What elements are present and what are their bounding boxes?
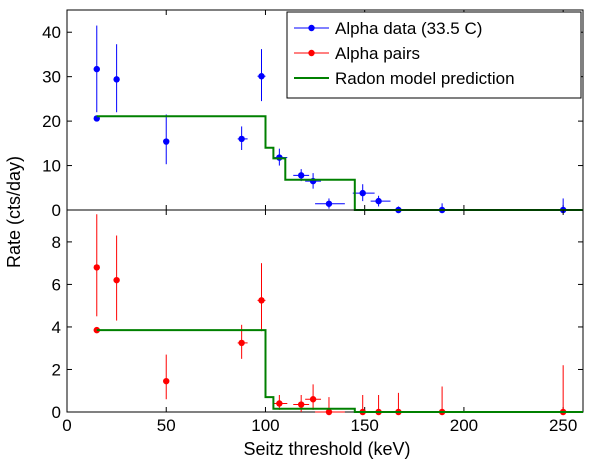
bottom-y-tick-label: 8 — [52, 233, 61, 252]
bottom-data-point — [309, 396, 317, 403]
bottom-x-tick-label: 250 — [549, 416, 577, 435]
legend-box — [286, 11, 582, 99]
top-y-tick-label: 0 — [52, 201, 61, 220]
bottom-model-step-line — [96, 329, 583, 413]
bottom-data-point — [325, 408, 333, 416]
top-data-point — [258, 73, 265, 80]
top-data-point — [375, 197, 382, 205]
bottom-data-point — [276, 400, 283, 407]
bottom-data-point — [297, 401, 305, 408]
top-data-point — [163, 138, 170, 145]
legend-entry-radon-model-label: Radon model prediction — [335, 69, 515, 88]
top-y-tick-label: 40 — [42, 23, 61, 42]
bottom-data-point — [238, 339, 245, 347]
bottom-data-point — [93, 326, 100, 334]
top-data-point — [238, 135, 245, 143]
bottom-data-point — [258, 297, 265, 304]
bottom-data-point — [113, 276, 120, 284]
bottom-data-point — [163, 377, 170, 385]
top-data-point — [93, 65, 100, 73]
legend-entry-alpha-data-marker — [308, 24, 315, 32]
bottom-y-tick-label: 4 — [52, 318, 61, 337]
bottom-data-point — [93, 264, 100, 271]
top-data-point — [325, 200, 333, 207]
top-y-tick-label: 20 — [42, 112, 61, 131]
bottom-y-tick-label: 0 — [52, 403, 61, 422]
legend-entry-alpha-pairs-label: Alpha pairs — [335, 44, 420, 63]
top-data-point — [297, 172, 305, 179]
bottom-x-tick-label: 150 — [351, 416, 379, 435]
bottom-y-tick-label: 6 — [52, 275, 61, 294]
x-axis-label: Seitz threshold (keV) — [243, 439, 410, 459]
bottom-x-tick-label: 0 — [62, 416, 71, 435]
bottom-y-tick-label: 2 — [52, 360, 61, 379]
bottom-axes-frame — [66, 209, 584, 413]
legend-entry-alpha-pairs-marker — [308, 49, 315, 57]
legend-entry-alpha-data-label: Alpha data (33.5 C) — [335, 19, 482, 38]
bottom-x-tick-label: 200 — [450, 416, 478, 435]
top-data-point — [113, 76, 120, 83]
top-y-tick-label: 30 — [42, 68, 61, 87]
bottom-x-tick-label: 100 — [251, 416, 279, 435]
top-data-point — [359, 189, 366, 197]
y-axis-label: Rate (cts/day) — [4, 156, 24, 268]
top-model-step-line — [96, 115, 583, 211]
bottom-x-tick-label: 50 — [157, 416, 176, 435]
top-panel: 0 10 20 30 40 — [42, 9, 584, 220]
top-y-tick-label: 10 — [42, 157, 61, 176]
bottom-panel: 0 2 4 6 8 0 50 100 150 200 250 — [52, 209, 584, 435]
legend: Alpha data (33.5 C) Alpha pairs Radon mode… — [286, 11, 582, 99]
